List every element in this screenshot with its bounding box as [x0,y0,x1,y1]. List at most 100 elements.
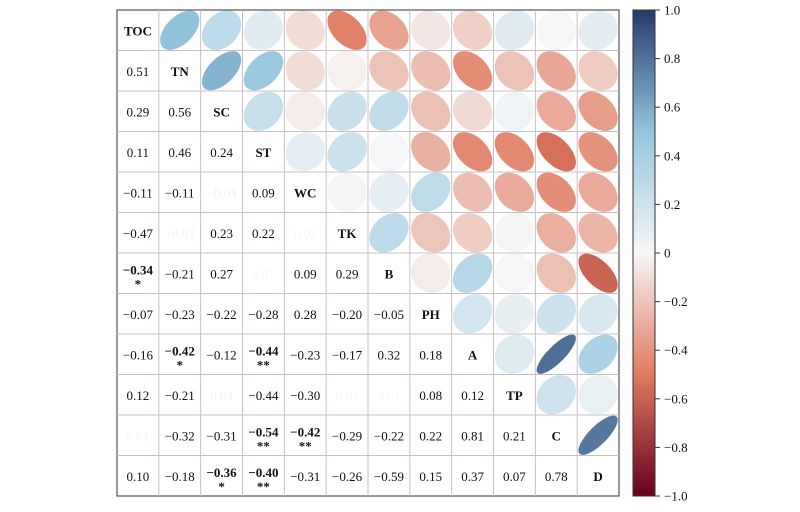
corr-ellipse-sc-ph [411,91,451,131]
corr-value-b-wc: 0.09 [294,266,317,281]
corr-ellipse-sc-a [452,91,493,131]
corr-ellipse-a-tp [494,334,535,374]
corr-value-sc-tn: 0.56 [168,104,191,119]
corr-ellipse-tn-ph [411,51,451,91]
corr-ellipse-toc-ph [411,10,451,50]
significance-marker: ** [257,438,270,453]
corr-value-tp-a: 0.12 [461,388,484,403]
corr-ellipse-sc-wc [285,91,325,131]
corr-value-tk-toc: −0.47 [123,226,154,241]
corr-value-d-toc: 0.10 [127,469,150,484]
corr-value-c-tn: −0.32 [165,428,195,443]
corr-ellipse-sc-tk [327,91,367,131]
corr-value-d-a: 0.37 [461,469,484,484]
corr-value-tk-wc: 0.02 [294,226,317,241]
corr-ellipse-tn-st [243,51,284,91]
corr-value-wc-st: 0.09 [252,185,275,200]
corr-value-st-sc: 0.24 [210,145,233,160]
corr-value-c-sc: −0.31 [207,428,237,443]
corr-ellipse-sc-b [369,91,409,131]
corr-ellipse-st-ph [411,132,451,172]
corr-ellipse-b-a [452,253,493,293]
corr-ellipse-tn-c [536,51,576,91]
var-label-tp: TP [506,388,523,403]
corr-value-c-ph: 0.22 [419,428,442,443]
corr-ellipse-tk-a [452,213,493,253]
var-label-sc: SC [213,104,230,119]
corr-ellipse-tk-d [578,213,618,253]
var-label-tn: TN [171,64,190,79]
corr-ellipse-tk-ph [411,213,451,253]
corr-value-tp-wc: −0.30 [290,388,320,403]
colorbar-gradient [632,9,656,497]
corr-value-a-tn: −0.42 [165,343,195,358]
corr-value-tp-st: −0.44 [248,388,279,403]
corr-ellipse-toc-d [578,10,618,50]
matrix-grid [116,9,620,497]
corr-ellipse-b-tp [494,253,535,293]
corr-value-a-ph: 0.18 [419,347,442,362]
corr-value-tp-tk: 0.02 [336,388,359,403]
corr-ellipse-toc-a [452,10,493,50]
corr-value-c-tp: 0.21 [503,428,526,443]
corr-ellipse-tn-b [369,51,409,91]
corr-value-tk-st: 0.22 [252,226,275,241]
colorbar-tick-label: 0.2 [664,197,680,212]
corr-value-a-st: −0.44 [248,343,279,358]
var-label-b: B [385,266,394,281]
corr-ellipse-tn-tp [494,51,535,91]
corr-value-d-tp: 0.07 [503,469,526,484]
corr-value-tp-tn: −0.21 [165,388,195,403]
corr-ellipse-wc-tk [327,172,367,212]
corr-value-b-sc: 0.27 [210,266,233,281]
colorbar: 1.0 0.8 0.6 0.4 0.2 0 −0.2 −0.4 −0.6 −0.8 −1.0 [632,3,688,504]
corr-ellipse-sc-tp [494,91,535,131]
corr-value-c-a: 0.81 [461,428,484,443]
corr-value-wc-sc: −0.04 [207,185,238,200]
corr-value-c-st: −0.54 [248,424,279,439]
corr-value-ph-wc: 0.28 [294,307,317,322]
corr-value-wc-toc: −0.11 [123,185,153,200]
corr-ellipse-tp-d [578,375,618,415]
corr-value-a-b: 0.32 [378,347,401,362]
corr-value-tk-tn: −0.03 [165,226,195,241]
corr-value-d-st: −0.40 [248,465,278,480]
corr-value-tp-sc: 0.04 [210,388,233,403]
corr-value-st-toc: 0.11 [127,145,149,160]
colorbar-tick-label: −0.2 [664,294,688,309]
corr-ellipse-toc-c [536,10,576,50]
significance-marker: ** [257,357,270,372]
var-label-ph: PH [422,307,440,322]
corr-value-tk-sc: 0.23 [210,226,233,241]
corr-ellipse-tk-b [369,213,409,253]
colorbar-tick-label: 0.6 [664,100,681,115]
colorbar-tick-label: 1.0 [664,3,680,18]
corr-value-ph-toc: −0.07 [123,307,154,322]
corr-ellipse-wc-b [369,172,409,212]
corr-value-d-sc: −0.36 [206,465,237,480]
colorbar-ticks: 1.0 0.8 0.6 0.4 0.2 0 −0.2 −0.4 −0.6 −0.8 −1.0 [655,3,688,504]
corr-ellipse-wc-c [536,172,576,212]
corr-value-tp-b: 0.01 [378,388,401,403]
corr-ellipse-st-b [369,132,409,172]
text-layer: TOC 0.51 TN 0.29 0.56 SC 0.11 0.46 0.24 ST −0.11 −0… [123,23,603,494]
corr-ellipse-st-a [452,132,493,172]
var-label-d: D [593,469,602,484]
corr-ellipse-ph-a [452,294,493,334]
ellipse-layer [160,10,618,455]
corr-value-c-toc: 0.01 [127,428,150,443]
corr-ellipse-tn-a [452,51,493,91]
corr-value-tn-toc: 0.51 [127,64,150,79]
corr-value-d-ph: 0.15 [419,469,442,484]
corr-ellipse-toc-b [369,10,409,50]
corr-ellipse-st-tk [327,132,367,172]
significance-marker: ** [257,479,270,494]
corr-value-b-st: 0.01 [252,266,275,281]
corr-value-b-toc: −0.34 [123,262,154,277]
corr-ellipse-tn-sc [201,51,242,91]
corr-ellipse-wc-a [452,172,493,212]
corr-ellipse-st-d [578,132,618,172]
corr-ellipse-toc-wc [285,10,325,50]
corr-value-ph-st: −0.28 [248,307,278,322]
